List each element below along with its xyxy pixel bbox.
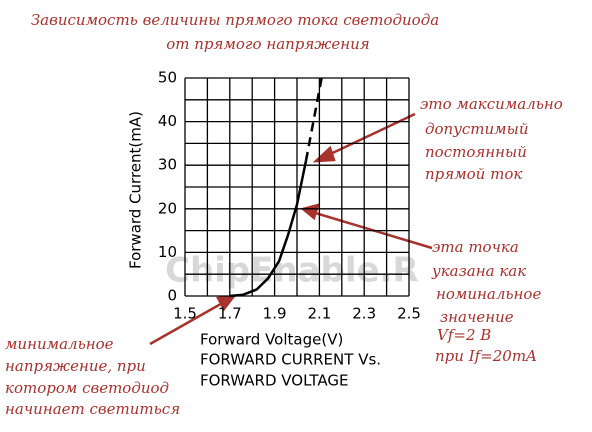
- annotation: котором светодиод: [5, 379, 169, 397]
- arrow: [149, 299, 227, 346]
- annotation: эта точка: [432, 238, 519, 256]
- annotation: при If=20mA: [435, 347, 537, 365]
- chart-subtitle: FORWARD VOLTAGE: [200, 372, 348, 390]
- y-tick-label: 40: [158, 112, 177, 130]
- chart-title: Зависимость величины прямого тока светод…: [31, 11, 439, 29]
- y-axis-label: Forward Current(mA): [127, 111, 145, 269]
- x-tick-label: 1.7: [218, 305, 242, 323]
- arrowhead: [300, 203, 320, 221]
- y-tick-label: 50: [158, 69, 177, 87]
- annotation: постоянный: [425, 143, 527, 161]
- watermark: ChipEnable.R: [165, 251, 419, 291]
- chart-title: от прямого напряжения: [166, 35, 369, 53]
- arrowhead: [216, 294, 237, 312]
- annotation: напряжение, при: [5, 357, 146, 375]
- annotation: номинальное: [436, 285, 541, 303]
- annotation: Vf=2 В: [437, 326, 491, 344]
- curve: [229, 160, 308, 298]
- x-tick-label: 2.3: [352, 305, 376, 323]
- x-tick-label: 2.5: [397, 305, 421, 323]
- x-tick-label: 1.5: [173, 305, 197, 323]
- chart-subtitle: FORWARD CURRENT Vs.: [200, 351, 381, 369]
- x-axis-label: Forward Voltage(V): [200, 331, 343, 349]
- annotation: значение: [440, 308, 514, 326]
- annotation: минимальное: [5, 335, 114, 353]
- annotation: прямой ток: [425, 165, 522, 183]
- annotation: это максимально: [420, 95, 563, 113]
- y-tick-label: 10: [158, 243, 177, 261]
- x-tick-label: 2.1: [307, 305, 331, 323]
- annotation: начинает светиться: [5, 400, 180, 418]
- annotation: указана как: [431, 262, 526, 280]
- annotation: допустимый: [425, 120, 529, 138]
- y-tick-label: 30: [158, 156, 177, 174]
- arrowhead: [312, 145, 336, 163]
- arrow: [323, 112, 416, 159]
- x-tick-label: 1.9: [263, 305, 287, 323]
- y-tick-label: 0: [167, 287, 177, 305]
- y-tick-label: 20: [158, 199, 177, 217]
